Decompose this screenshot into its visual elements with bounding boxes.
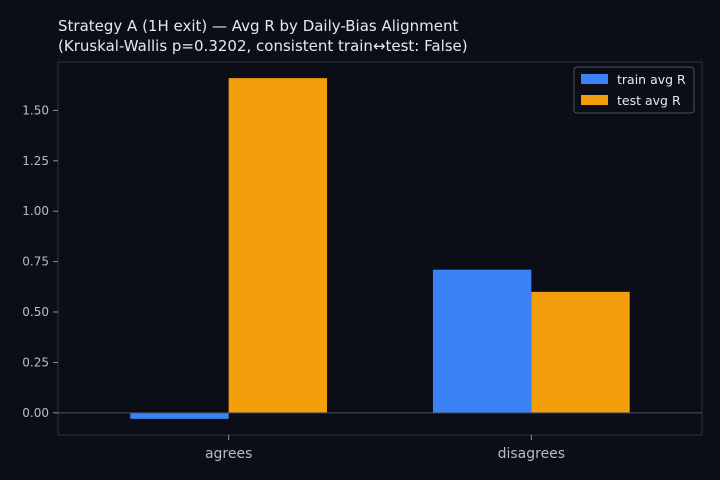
bars: [130, 78, 630, 419]
legend-swatch: [581, 74, 608, 84]
x-axis: agrees disagrees: [205, 435, 565, 462]
chart-subtitle: (Kruskal-Wallis p=0.3202, consistent tra…: [58, 37, 468, 55]
y-tick-label: 0.00: [22, 406, 49, 420]
bar-test-avg-R-agrees: [228, 78, 328, 413]
y-tick-label: 0.50: [22, 305, 49, 319]
x-tick-label: disagrees: [498, 446, 566, 462]
bar-train-avg-R-agrees: [130, 412, 229, 419]
plot-frame: [57, 61, 703, 436]
chart-title: Strategy A (1H exit) — Avg R by Daily-Bi…: [58, 17, 458, 35]
y-tick-label: 1.50: [22, 103, 49, 117]
legend-label: train avg R: [617, 72, 686, 87]
y-tick-label: 1.00: [22, 204, 49, 218]
bar-test-avg-R-disagrees: [531, 291, 630, 413]
y-tick-label: 0.25: [22, 355, 49, 369]
bar-train-avg-R-disagrees: [432, 269, 532, 413]
legend-label: test avg R: [617, 93, 681, 108]
y-tick-label: 0.75: [22, 255, 49, 269]
legend: train avg R test avg R: [573, 66, 695, 114]
legend-swatch: [581, 95, 608, 105]
x-tick-label: agrees: [205, 446, 252, 462]
y-tick-label: 1.25: [22, 154, 49, 168]
y-axis: 0.00 0.25 0.50 0.75 1.00 1.25 1.50: [22, 103, 58, 420]
